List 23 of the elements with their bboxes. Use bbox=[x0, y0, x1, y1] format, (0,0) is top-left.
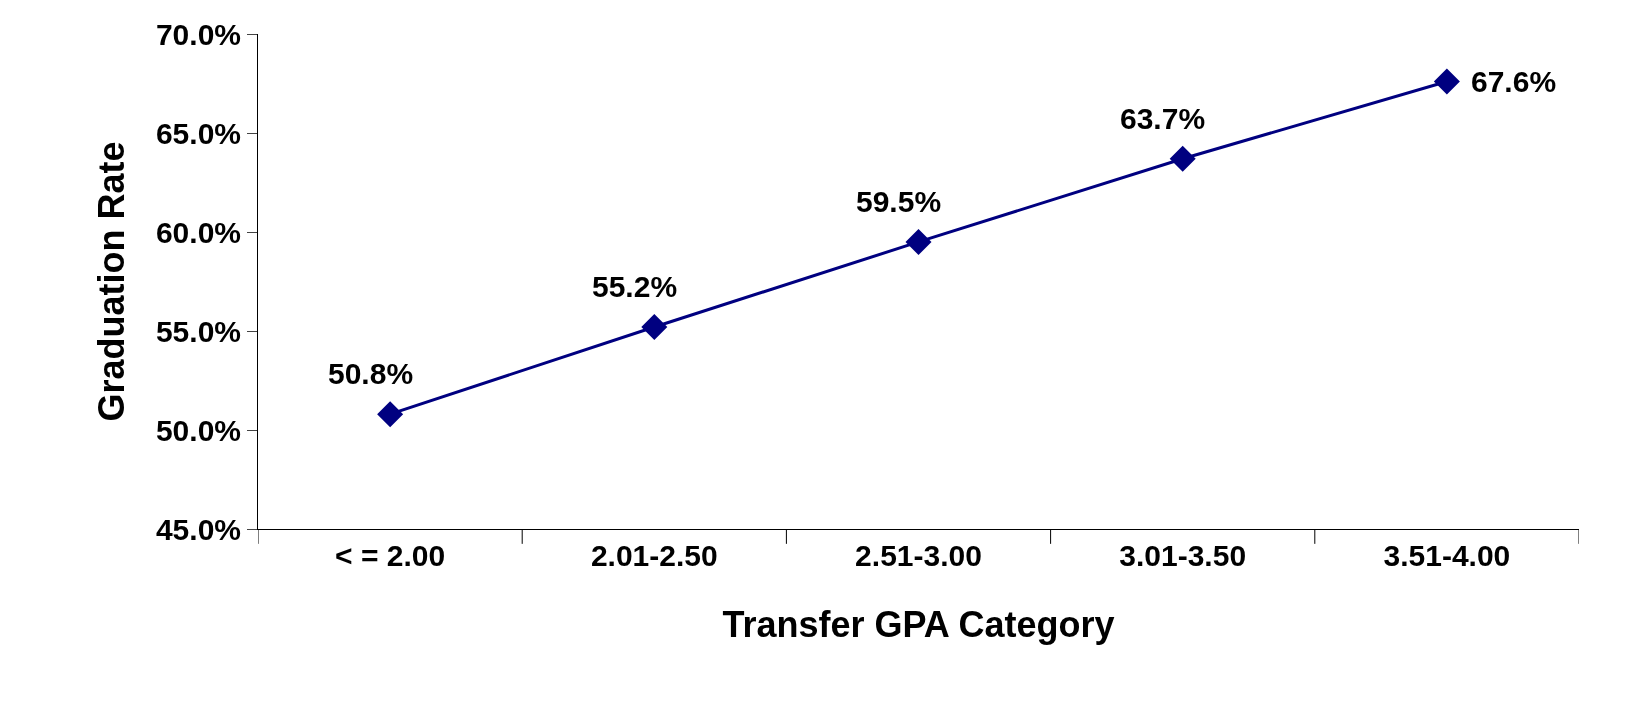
point bbox=[905, 228, 932, 255]
point bbox=[377, 401, 404, 428]
data-label: 55.2% bbox=[592, 270, 678, 303]
y-tick-label: 50.0% bbox=[155, 413, 241, 447]
point bbox=[1169, 145, 1196, 172]
y-tick-label: 55.0% bbox=[155, 314, 241, 348]
y-tick-label: 60.0% bbox=[155, 215, 241, 249]
x-tick-label: 3.01-3.50 bbox=[1119, 539, 1247, 572]
y-tick-label: 70.0% bbox=[155, 17, 241, 51]
y-axis-title: Graduation Rate bbox=[90, 141, 132, 422]
x-tick-label: 2.51-3.00 bbox=[855, 539, 982, 572]
data-label: 59.5% bbox=[856, 185, 942, 218]
y-tick-label: 65.0% bbox=[155, 116, 241, 150]
x-axis-title: Transfer GPA Category bbox=[722, 603, 1115, 645]
x-tick-label: 3.51-4.00 bbox=[1383, 539, 1511, 572]
x-tick-label: < = 2.00 bbox=[335, 539, 446, 572]
data-label: 50.8% bbox=[328, 357, 414, 390]
point bbox=[641, 314, 668, 341]
x-tick-label: 2.01-2.50 bbox=[590, 539, 718, 572]
data-label: 63.7% bbox=[1120, 102, 1206, 135]
y-tick-label: 45.0% bbox=[155, 512, 241, 546]
data-label: 67.6% bbox=[1471, 65, 1557, 98]
point bbox=[1433, 68, 1460, 95]
